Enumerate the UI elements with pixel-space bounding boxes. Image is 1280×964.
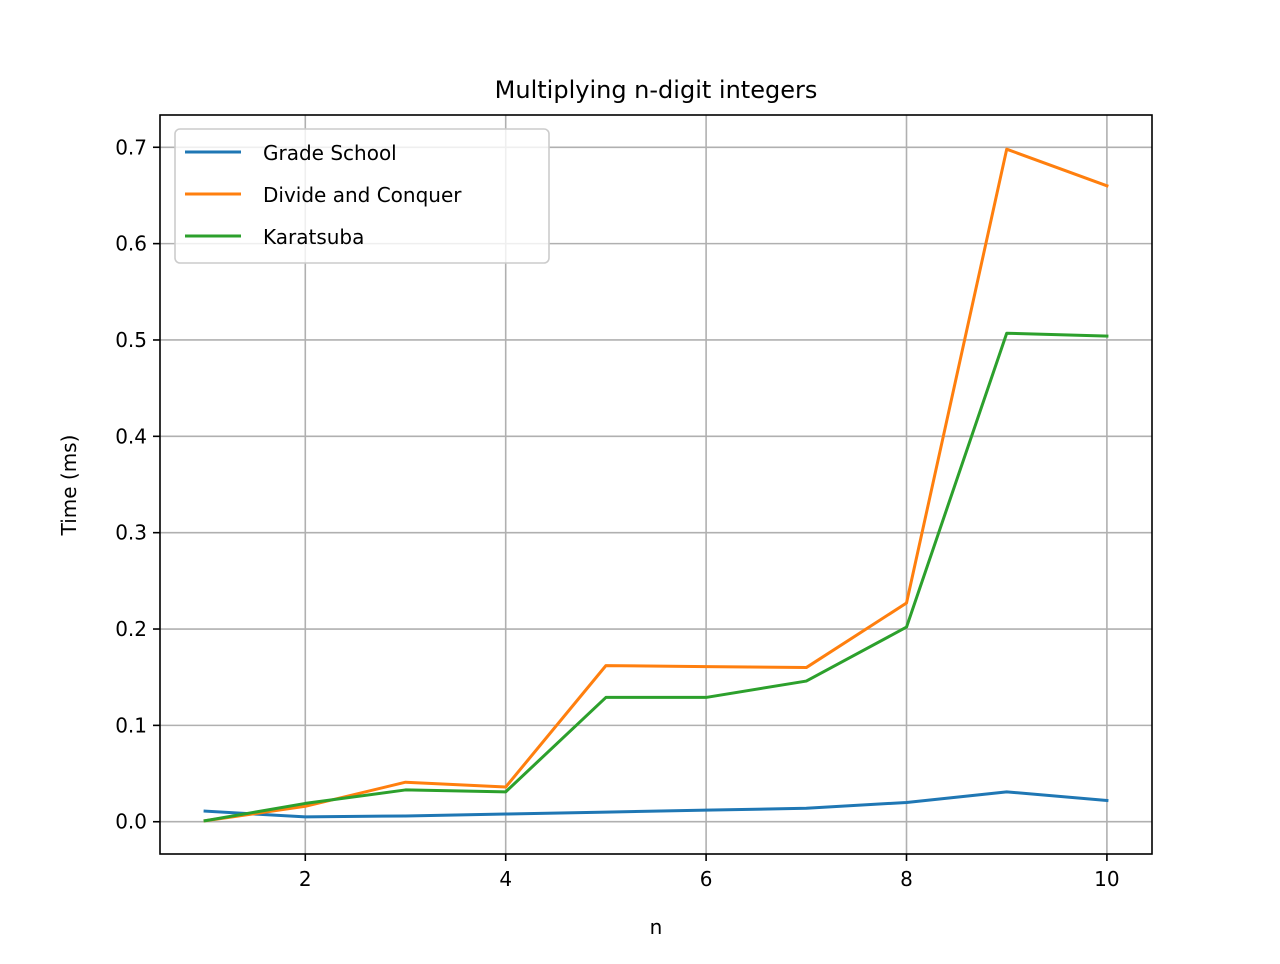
legend: Grade School Divide and Conquer Karatsuba <box>174 128 550 264</box>
x-tick-label: 2 <box>299 867 312 891</box>
y-tick-label: 0.6 <box>115 232 147 256</box>
grid-lines <box>160 115 1152 854</box>
legend-label: Karatsuba <box>263 225 364 249</box>
y-tick-label: 0.4 <box>115 424 147 448</box>
x-axis-label: n <box>650 915 663 939</box>
y-tick-label: 0.5 <box>115 328 147 352</box>
chart-title: Multiplying n-digit integers <box>495 76 818 104</box>
x-tick-label: 6 <box>700 867 713 891</box>
legend-items: Grade School Divide and Conquer Karatsuba <box>185 141 462 249</box>
y-tick-label: 0.0 <box>115 810 147 834</box>
y-axis-ticks: 0.0 0.1 0.2 0.3 0.4 0.5 0.6 0.7 <box>115 135 160 834</box>
legend-box <box>174 128 550 264</box>
x-tick-label: 10 <box>1094 867 1119 891</box>
series-line-divide-and-conquer <box>203 147 1109 823</box>
plot-area-frame <box>159 114 1153 855</box>
x-tick-label: 8 <box>900 867 913 891</box>
x-axis-ticks: 2 4 6 8 10 <box>299 854 1120 891</box>
series-line-grade-school <box>203 790 1109 819</box>
legend-label: Grade School <box>263 141 397 165</box>
x-tick-label: 4 <box>499 867 512 891</box>
series-lines <box>203 147 1109 823</box>
y-tick-label: 0.3 <box>115 521 147 545</box>
y-tick-label: 0.2 <box>115 617 147 641</box>
series-line-karatsuba <box>203 331 1109 823</box>
legend-label: Divide and Conquer <box>263 183 462 207</box>
y-tick-label: 0.1 <box>115 713 147 737</box>
y-tick-label: 0.7 <box>115 135 147 159</box>
y-axis-label: Time (ms) <box>57 435 81 537</box>
